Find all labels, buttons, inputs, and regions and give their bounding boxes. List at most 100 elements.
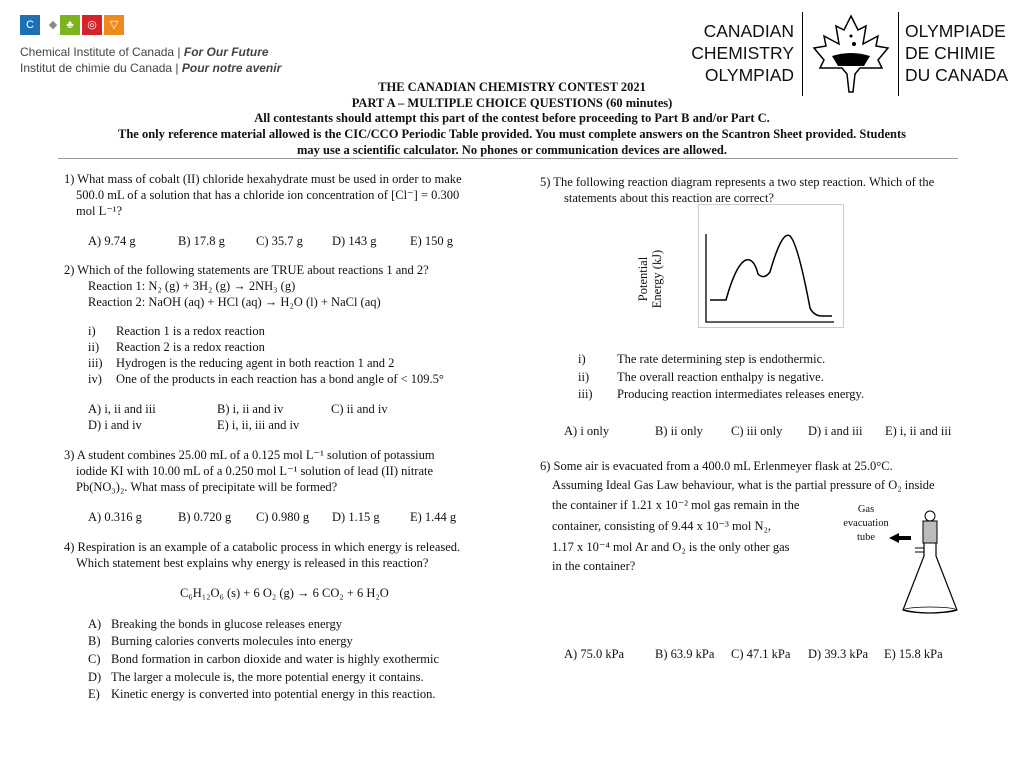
option-letter: C) bbox=[88, 652, 101, 666]
question-text: 2) Which of the following statements are… bbox=[64, 263, 429, 277]
olympiad-line: DE CHIMIE bbox=[905, 43, 996, 63]
energy-curve bbox=[710, 234, 832, 317]
olympiad-name-fr: OLYMPIADE DE CHIMIE DU CANADA bbox=[905, 20, 1008, 86]
question-text: Assuming Ideal Gas Law behaviour, what i… bbox=[552, 478, 935, 492]
label-line: tube bbox=[856, 532, 876, 543]
answer-choice: B) ii only bbox=[655, 424, 703, 438]
answer-choice: A) 0.316 g bbox=[88, 510, 142, 524]
question-text: Pb(NO₃)₂. What mass of precipitate will … bbox=[76, 480, 338, 494]
question-text: Which statement best explains why energy… bbox=[76, 556, 429, 570]
question-text: 6) Some air is evacuated from a 400.0 mL… bbox=[540, 459, 893, 473]
reaction-2: Reaction 2: NaOH (aq) + HCl (aq) → H₂O (… bbox=[88, 295, 381, 309]
erlenmeyer-flask-diagram bbox=[889, 510, 958, 614]
axis-label-line: Energy (kJ) bbox=[650, 249, 664, 309]
question-text: 5) The following reaction diagram repres… bbox=[540, 175, 935, 189]
cic-logo-block: ♣ bbox=[60, 15, 80, 35]
arrow-left-icon bbox=[889, 533, 911, 543]
page-title: THE CANADIAN CHEMISTRY CONTEST 2021 bbox=[378, 80, 646, 94]
answer-choice: E) 1.44 g bbox=[410, 510, 457, 524]
olympiad-name-en: CANADIAN CHEMISTRY OLYMPIAD bbox=[691, 20, 794, 86]
option-letter: E) bbox=[88, 687, 100, 701]
item-numeral: ii) bbox=[88, 340, 100, 354]
answer-choice: B) 17.8 g bbox=[178, 234, 225, 248]
item-text: The overall reaction enthalpy is negativ… bbox=[617, 370, 824, 384]
item-text: Hydrogen is the reducing agent in both r… bbox=[116, 356, 395, 370]
diamond-icon: ◆ bbox=[48, 19, 58, 31]
cic-tagline-fr: Institut de chimie du Canada | Pour notr… bbox=[20, 60, 281, 76]
cic-logo-block: C bbox=[20, 15, 40, 35]
item-numeral: ii) bbox=[578, 370, 590, 384]
answer-choice: D) i and iv bbox=[88, 418, 142, 432]
answer-choice: A) 75.0 kPa bbox=[564, 647, 625, 661]
answer-choice: E) i, ii and iii bbox=[885, 424, 952, 438]
item-text: The rate determining step is endothermic… bbox=[617, 352, 826, 366]
item-numeral: iii) bbox=[578, 387, 593, 401]
question-text: container, consisting of 9.44 x 10⁻³ mol… bbox=[552, 519, 772, 533]
option-letter: B) bbox=[88, 634, 101, 648]
answer-choice: B) 0.720 g bbox=[178, 510, 232, 524]
answer-choice: A) i only bbox=[564, 424, 610, 438]
olympiad-line: CHEMISTRY bbox=[691, 43, 794, 63]
answer-choice: D) 1.15 g bbox=[332, 510, 380, 524]
answer-choice: C) ii and iv bbox=[331, 402, 388, 416]
cic-logo-block: ▽ bbox=[104, 15, 124, 35]
question-text: iodide KI with 10.00 mL of a 0.250 mol L… bbox=[76, 464, 434, 478]
option-text: The larger a molecule is, the more poten… bbox=[111, 670, 424, 684]
olympiad-line: DU CANADA bbox=[905, 65, 1009, 85]
olympiad-line: CANADIAN bbox=[703, 21, 794, 41]
question-text: the container if 1.21 x 10⁻² mol gas rem… bbox=[552, 498, 800, 512]
question-text: statements about this reaction are corre… bbox=[564, 191, 774, 205]
question-text: 1.17 x 10⁻⁴ mol Ar and O₂ is the only ot… bbox=[552, 540, 790, 554]
answer-choice: C) 47.1 kPa bbox=[731, 647, 791, 661]
answer-choice: C) iii only bbox=[731, 424, 783, 438]
item-numeral: iv) bbox=[88, 372, 102, 386]
answer-choice: B) 63.9 kPa bbox=[655, 647, 715, 661]
maple-leaf-flask-logo bbox=[812, 14, 890, 93]
option-text: Burning calories converts molecules into… bbox=[111, 634, 353, 648]
equation: C₆H₁₂O₆ (s) + 6 O₂ (g) → 6 CO₂ + 6 H₂O bbox=[180, 586, 389, 600]
answer-choice: B) i, ii and iv bbox=[217, 402, 284, 416]
cic-tagline-en: Chemical Institute of Canada | For Our F… bbox=[20, 44, 269, 60]
label-line: evacuation bbox=[843, 518, 889, 529]
answer-choice: D) 39.3 kPa bbox=[808, 647, 869, 661]
cic-logo-block: ◎ bbox=[82, 15, 102, 35]
answer-choice: D) 143 g bbox=[332, 234, 377, 248]
option-text: Breaking the bonds in glucose releases e… bbox=[111, 617, 342, 631]
option-letter: D) bbox=[88, 670, 102, 684]
item-text: One of the products in each reaction has… bbox=[116, 372, 444, 386]
instructions: The only reference material allowed is t… bbox=[118, 127, 906, 141]
reaction-1: Reaction 1: N₂ (g) + 3H₂ (g) → 2NH₃ (g) bbox=[88, 279, 296, 293]
item-numeral: iii) bbox=[88, 356, 103, 370]
instructions: All contestants should attempt this part… bbox=[254, 111, 770, 125]
cic-motto: For Our Future bbox=[183, 45, 269, 59]
answer-choice: E) 15.8 kPa bbox=[884, 647, 943, 661]
axis-label-line: Potential bbox=[636, 256, 650, 302]
divider bbox=[802, 12, 803, 96]
cic-name: Chemical Institute of Canada | bbox=[20, 45, 184, 59]
cic-name: Institut de chimie du Canada | bbox=[20, 61, 182, 75]
instructions: may use a scientific calculator. No phon… bbox=[297, 143, 727, 157]
question-text: 1) What mass of cobalt (II) chloride hex… bbox=[64, 172, 462, 186]
answer-choice: C) 0.980 g bbox=[256, 510, 310, 524]
item-text: Producing reaction intermediates release… bbox=[617, 387, 865, 401]
answer-choice: C) 35.7 g bbox=[256, 234, 303, 248]
olympiad-line: OLYMPIADE bbox=[905, 21, 1006, 41]
item-text: Reaction 1 is a redox reaction bbox=[116, 324, 265, 338]
item-numeral: i) bbox=[578, 352, 586, 366]
cic-motto: Pour notre avenir bbox=[181, 61, 282, 75]
label-line: Gas bbox=[857, 504, 875, 515]
question-text: in the container? bbox=[552, 559, 636, 573]
question-text: 3) A student combines 25.00 mL of a 0.12… bbox=[64, 448, 435, 462]
option-text: Kinetic energy is converted into potenti… bbox=[111, 687, 436, 701]
divider bbox=[898, 12, 899, 96]
option-letter: A) bbox=[88, 617, 102, 631]
header-rule bbox=[58, 158, 958, 159]
answer-choice: A) 9.74 g bbox=[88, 234, 136, 248]
flask-label: Gas evacuation tube bbox=[836, 503, 896, 545]
page-subtitle: PART A – MULTIPLE CHOICE QUESTIONS (60 m… bbox=[351, 96, 673, 110]
question-text: mol L⁻¹? bbox=[76, 204, 123, 218]
answer-choice: E) i, ii, iii and iv bbox=[217, 418, 300, 432]
item-numeral: i) bbox=[88, 324, 96, 338]
energy-axis-label: Potential Energy (kJ) bbox=[636, 229, 664, 329]
olympiad-line: OLYMPIAD bbox=[704, 65, 794, 85]
